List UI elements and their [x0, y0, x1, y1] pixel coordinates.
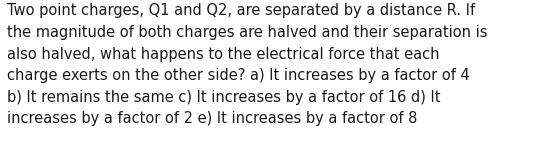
- Text: Two point charges, Q1 and Q2, are separated by a distance R. If
the magnitude of: Two point charges, Q1 and Q2, are separa…: [7, 3, 487, 126]
